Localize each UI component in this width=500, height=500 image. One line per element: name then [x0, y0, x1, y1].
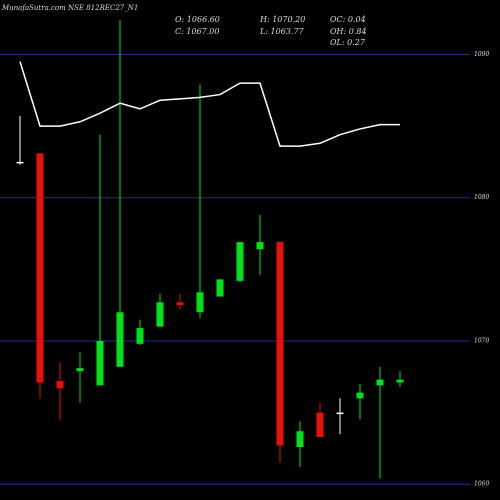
candle-body — [116, 312, 124, 367]
stat: H: 1070.20 — [259, 15, 305, 24]
stat: O: 1066.60 — [175, 15, 220, 24]
candle-body — [96, 340, 104, 386]
candle-body — [356, 392, 364, 399]
candle-body — [396, 379, 404, 383]
candle-body — [16, 161, 24, 164]
y-tick-label: 1080 — [474, 194, 489, 201]
candle-body — [56, 381, 64, 389]
candle-body — [196, 292, 204, 313]
candle-body — [76, 368, 84, 372]
y-tick-label: 1060 — [474, 481, 489, 488]
candle-body — [336, 412, 344, 415]
candle-body — [36, 153, 44, 383]
candle-body — [136, 328, 144, 344]
candle-body — [276, 242, 284, 446]
stat: OC: 0.04 — [330, 15, 366, 24]
stat: OL: 0.27 — [330, 38, 366, 47]
candle-body — [316, 412, 324, 437]
candle-body — [236, 242, 244, 281]
stat: C: 1067.00 — [175, 27, 219, 36]
y-tick-label: 1070 — [474, 337, 489, 344]
stat: L: 1063.77 — [259, 27, 305, 36]
candle-body — [156, 302, 164, 327]
y-tick-label: 1090 — [474, 51, 489, 58]
stat: OH: 0.84 — [330, 27, 367, 36]
candle-body — [256, 242, 264, 250]
candle-body — [376, 379, 384, 386]
candle-body — [296, 431, 304, 447]
candle-body — [176, 302, 184, 306]
average-line — [19, 61, 400, 147]
candle-body — [216, 279, 224, 297]
chart-title: MunafaSutra.com NSE 812REC27_N1 — [1, 4, 138, 12]
